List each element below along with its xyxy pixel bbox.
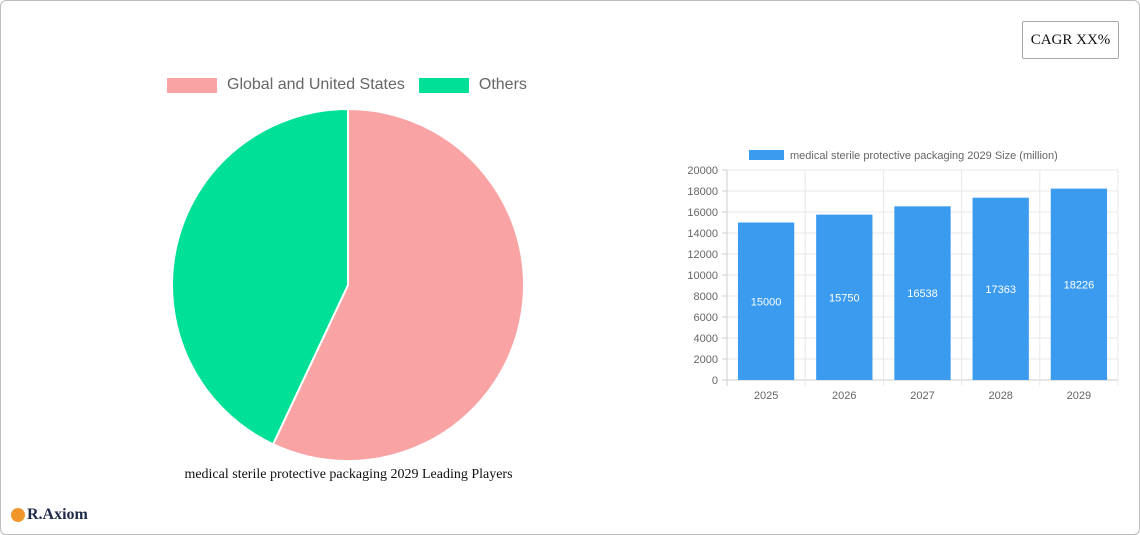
pie-slice[interactable] <box>171 107 349 446</box>
legend-item-global-us[interactable]: Global and United States <box>167 76 405 94</box>
cagr-label: CAGR XX% <box>1030 31 1111 48</box>
legend-swatch <box>418 77 469 93</box>
x-tick-label: 2025 <box>754 390 778 402</box>
y-tick-label: 18000 <box>687 186 718 198</box>
y-tick-label: 8000 <box>694 291 718 303</box>
x-tick-label: 2028 <box>988 390 1012 402</box>
bar-value-label: 15750 <box>829 292 860 304</box>
pie-legend: Global and United States Others <box>167 76 541 94</box>
bar[interactable] <box>816 214 873 380</box>
y-tick-label: 14000 <box>687 228 718 240</box>
cagr-badge: CAGR XX% <box>1022 21 1119 59</box>
logo-mark-icon <box>11 508 25 522</box>
brand-logo: R.Axiom <box>11 506 88 524</box>
y-tick-label: 4000 <box>694 333 718 345</box>
bar-value-label: 17363 <box>985 284 1016 296</box>
legend-item-others[interactable]: Others <box>418 76 527 94</box>
x-tick-label: 2027 <box>910 390 934 402</box>
legend-swatch <box>167 77 217 93</box>
x-tick-label: 2026 <box>832 390 856 402</box>
bar-value-label: 15000 <box>751 296 782 308</box>
legend-label: Global and United States <box>227 76 405 93</box>
y-tick-label: 10000 <box>687 270 718 282</box>
legend-swatch <box>749 150 784 160</box>
brand-name: R.Axiom <box>27 506 88 523</box>
y-tick-label: 2000 <box>694 354 718 366</box>
y-tick-label: 0 <box>712 375 718 387</box>
pie-slice[interactable] <box>271 107 525 462</box>
bar-value-label: 16538 <box>907 288 938 300</box>
legend-label: Others <box>478 76 527 93</box>
y-tick-label: 6000 <box>694 312 718 324</box>
bar[interactable] <box>737 222 795 381</box>
legend-label: medical sterile protective packaging 202… <box>790 150 1058 162</box>
y-tick-label: 12000 <box>687 249 718 261</box>
pie-chart <box>171 107 525 462</box>
x-tick-label: 2029 <box>1067 390 1091 402</box>
y-tick-label: 16000 <box>687 207 718 219</box>
bar[interactable] <box>972 197 1029 380</box>
y-tick-label: 20000 <box>687 165 718 177</box>
bar[interactable] <box>1050 188 1108 380</box>
bar-chart: medical sterile protective packaging 202… <box>687 150 1119 402</box>
pie-chart-title: medical sterile protective packaging 202… <box>184 467 513 482</box>
bar[interactable] <box>894 206 951 380</box>
bar-value-label: 18226 <box>1064 279 1095 291</box>
